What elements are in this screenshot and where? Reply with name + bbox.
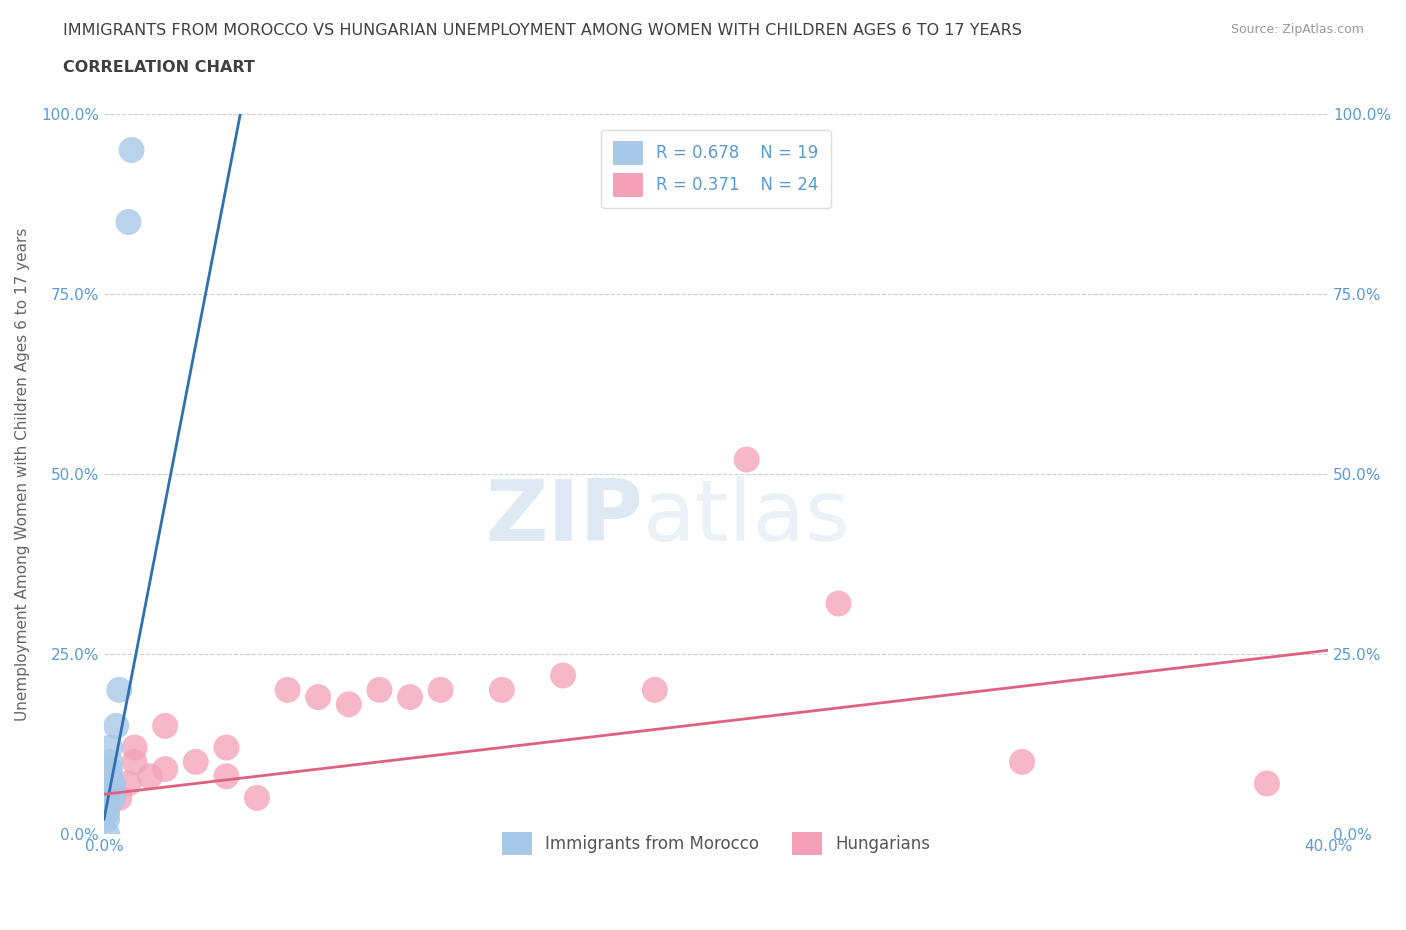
Point	[101, 783, 124, 798]
Point	[105, 719, 128, 734]
Point	[96, 790, 118, 805]
Legend: Immigrants from Morocco, Hungarians: Immigrants from Morocco, Hungarians	[488, 818, 943, 869]
Point	[246, 790, 269, 805]
Text: atlas: atlas	[643, 475, 851, 559]
Point	[96, 798, 118, 813]
Point	[96, 790, 118, 805]
Point	[98, 754, 121, 769]
Point	[96, 804, 118, 819]
Point	[96, 769, 118, 784]
Point	[153, 762, 176, 777]
Point	[96, 798, 118, 813]
Point	[429, 683, 451, 698]
Point	[139, 769, 162, 784]
Point	[101, 790, 124, 805]
Point	[184, 754, 207, 769]
Point	[101, 776, 124, 790]
Point	[96, 783, 118, 798]
Point	[117, 215, 139, 230]
Point	[108, 683, 131, 698]
Point	[124, 740, 146, 755]
Point	[1011, 754, 1033, 769]
Text: IMMIGRANTS FROM MOROCCO VS HUNGARIAN UNEMPLOYMENT AMONG WOMEN WITH CHILDREN AGES: IMMIGRANTS FROM MOROCCO VS HUNGARIAN UNE…	[63, 23, 1022, 38]
Point	[491, 683, 513, 698]
Text: Source: ZipAtlas.com: Source: ZipAtlas.com	[1230, 23, 1364, 36]
Point	[96, 783, 118, 798]
Point	[98, 776, 121, 790]
Point	[551, 668, 574, 683]
Text: ZIP: ZIP	[485, 475, 643, 559]
Point	[117, 776, 139, 790]
Point	[98, 790, 121, 805]
Point	[153, 719, 176, 734]
Point	[98, 740, 121, 755]
Point	[735, 452, 758, 467]
Point	[121, 142, 143, 157]
Point	[124, 754, 146, 769]
Point	[98, 769, 121, 784]
Point	[399, 690, 422, 705]
Point	[307, 690, 329, 705]
Point	[96, 827, 118, 842]
Point	[644, 683, 666, 698]
Point	[368, 683, 391, 698]
Y-axis label: Unemployment Among Women with Children Ages 6 to 17 years: Unemployment Among Women with Children A…	[15, 227, 30, 721]
Point	[96, 790, 118, 805]
Text: CORRELATION CHART: CORRELATION CHART	[63, 60, 254, 75]
Point	[96, 776, 118, 790]
Point	[1256, 776, 1278, 790]
Point	[215, 769, 238, 784]
Point	[96, 812, 118, 827]
Point	[827, 596, 849, 611]
Point	[108, 790, 131, 805]
Point	[96, 804, 118, 819]
Point	[215, 740, 238, 755]
Point	[277, 683, 299, 698]
Point	[98, 762, 121, 777]
Point	[337, 697, 360, 711]
